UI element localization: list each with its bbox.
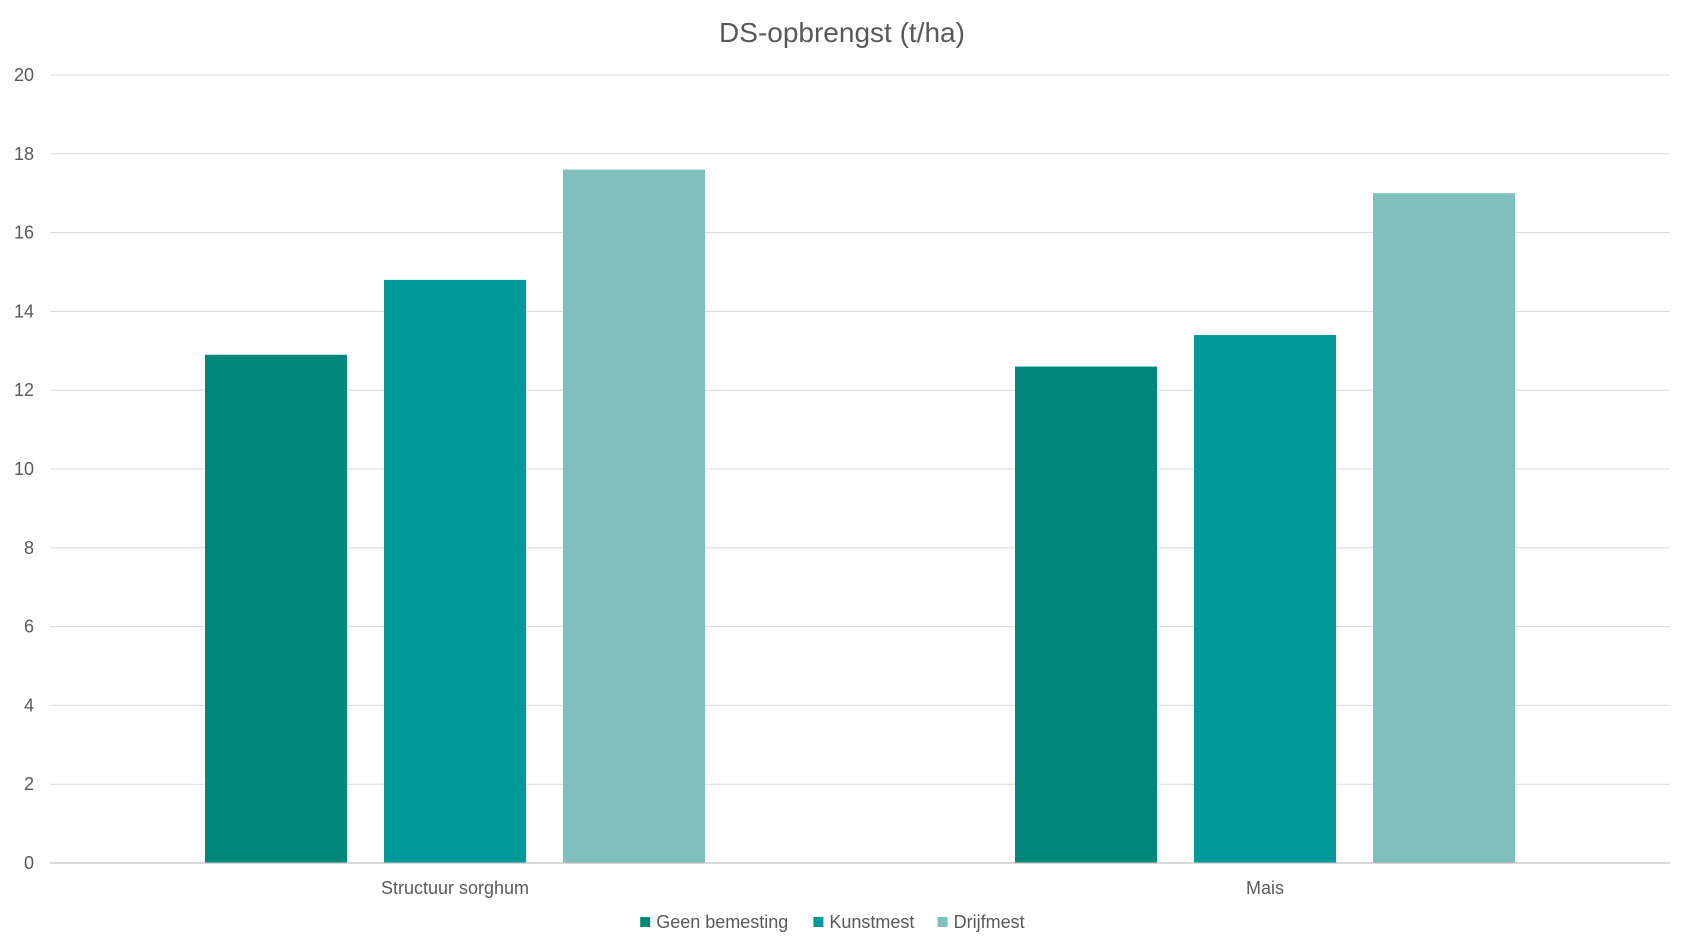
y-tick-label: 18 [14, 144, 34, 164]
legend-label: Kunstmest [829, 912, 914, 932]
y-tick-label: 4 [24, 695, 34, 715]
legend-item: Kunstmest [813, 912, 914, 932]
legend-swatch [937, 917, 948, 927]
y-tick-label: 20 [14, 65, 34, 85]
y-axis-ticks: 0 2 4 6 8 10 12 14 16 18 20 [14, 65, 34, 873]
y-tick-label: 0 [24, 853, 34, 873]
y-tick-label: 6 [24, 617, 34, 637]
legend-item: Geen bemesting [640, 912, 788, 932]
y-tick-label: 12 [14, 380, 34, 400]
y-tick-label: 8 [24, 538, 34, 558]
bars [205, 169, 1515, 863]
chart-title: DS-opbrengst (t/ha) [719, 17, 965, 48]
y-tick-label: 10 [14, 459, 34, 479]
legend: Geen bemesting Kunstmest Drijfmest [640, 912, 1025, 932]
bar [384, 279, 526, 863]
legend-swatch [640, 917, 651, 927]
y-tick-label: 2 [24, 774, 34, 794]
x-category-label: Mais [1246, 878, 1284, 898]
legend-label: Geen bemesting [656, 912, 788, 932]
x-category-label: Structuur sorghum [381, 878, 529, 898]
x-axis: Structuur sorghum Mais [50, 862, 1670, 898]
legend-label: Drijfmest [954, 912, 1025, 932]
y-tick-label: 14 [14, 301, 34, 321]
bar [1015, 366, 1157, 863]
legend-item: Drijfmest [937, 912, 1025, 932]
y-tick-label: 16 [14, 223, 34, 243]
bar [205, 354, 347, 863]
bar [1373, 193, 1515, 863]
bar [563, 169, 705, 863]
bar [1194, 335, 1336, 863]
legend-swatch [813, 917, 824, 927]
